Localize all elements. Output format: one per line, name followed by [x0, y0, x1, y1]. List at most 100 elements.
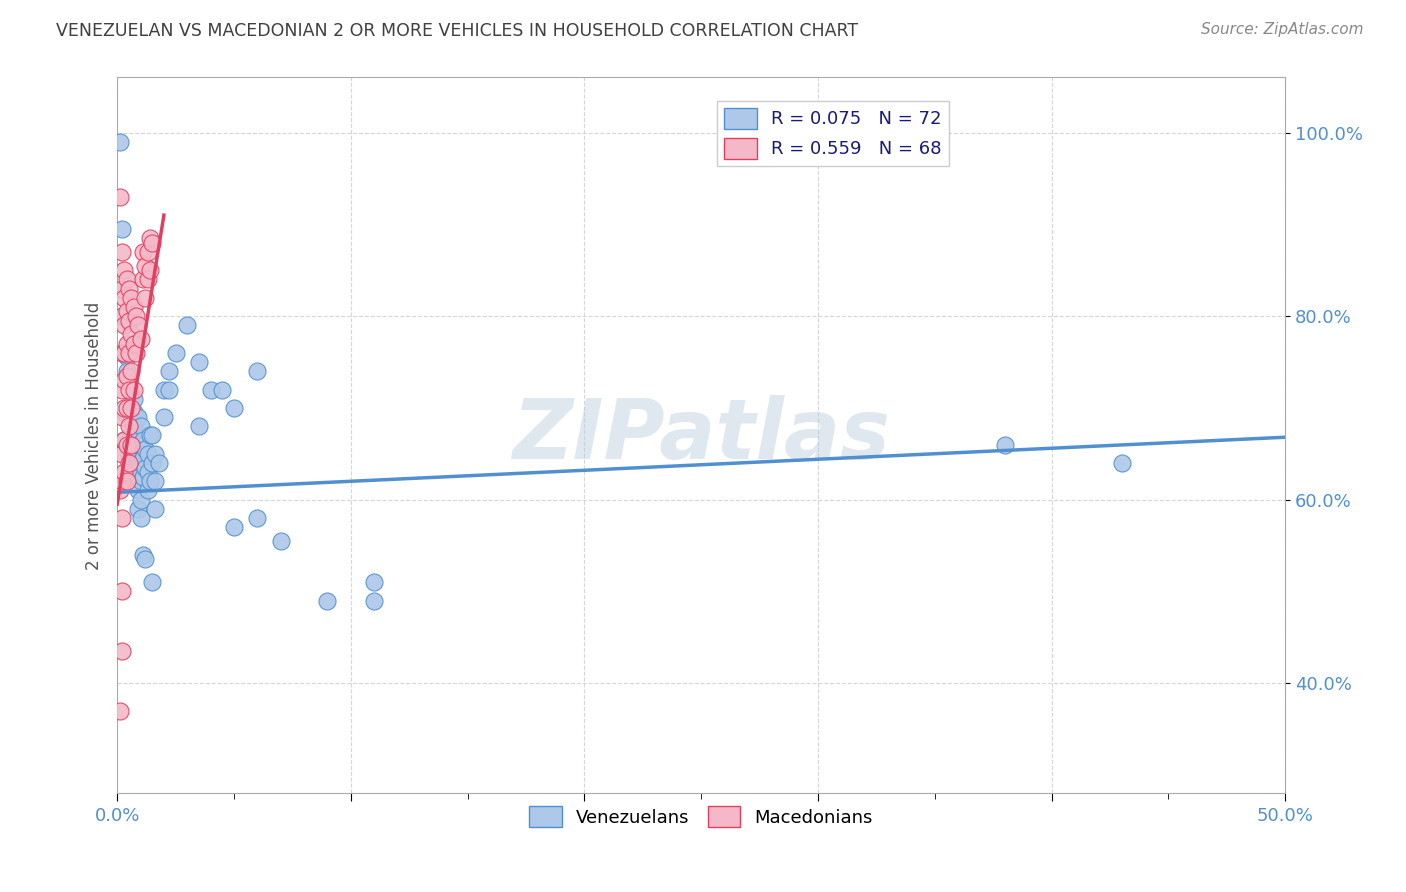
Point: [111, 383, 134, 397]
Point: [176, 318, 198, 333]
Point: [112, 318, 135, 333]
Point: [134, 552, 156, 566]
Point: [118, 419, 141, 434]
Point: [1111, 456, 1133, 470]
Point: [122, 419, 145, 434]
Point: [115, 351, 138, 365]
Point: [125, 346, 148, 360]
Point: [112, 433, 135, 447]
Point: [127, 318, 149, 333]
Point: [111, 410, 134, 425]
Point: [127, 437, 149, 451]
Point: [118, 281, 141, 295]
Point: [127, 469, 149, 483]
Point: [122, 405, 145, 419]
Point: [108, 704, 131, 718]
Point: [108, 483, 131, 498]
Point: [143, 501, 166, 516]
Point: [187, 355, 209, 369]
Point: [136, 447, 159, 461]
Point: [127, 501, 149, 516]
Text: Source: ZipAtlas.com: Source: ZipAtlas.com: [1201, 22, 1364, 37]
Point: [129, 437, 152, 451]
Point: [125, 442, 148, 457]
Point: [118, 405, 141, 419]
Point: [246, 364, 269, 378]
Point: [111, 281, 134, 295]
Point: [122, 336, 145, 351]
Point: [134, 442, 156, 457]
Point: [153, 383, 176, 397]
Point: [129, 475, 152, 489]
Point: [139, 231, 162, 245]
Point: [363, 575, 385, 590]
Point: [111, 584, 134, 599]
Y-axis label: 2 or more Vehicles in Household: 2 or more Vehicles in Household: [86, 301, 103, 569]
Point: [129, 492, 152, 507]
Legend: Venezuelans, Macedonians: Venezuelans, Macedonians: [522, 799, 880, 834]
Point: [112, 433, 135, 447]
Point: [115, 304, 138, 318]
Point: [127, 410, 149, 425]
Point: [157, 364, 180, 378]
Point: [125, 428, 148, 442]
Point: [115, 272, 138, 286]
Point: [132, 451, 155, 466]
Point: [115, 475, 138, 489]
Point: [118, 447, 141, 461]
Point: [165, 346, 187, 360]
Point: [129, 511, 152, 525]
Point: [111, 511, 134, 525]
Point: [132, 548, 155, 562]
Point: [132, 469, 155, 483]
Point: [122, 383, 145, 397]
Point: [125, 410, 148, 425]
Point: [136, 272, 159, 286]
Point: [112, 465, 135, 479]
Point: [127, 483, 149, 498]
Point: [108, 190, 131, 204]
Point: [120, 456, 142, 470]
Point: [139, 263, 162, 277]
Point: [120, 291, 142, 305]
Point: [120, 364, 142, 378]
Point: [157, 383, 180, 397]
Point: [200, 383, 222, 397]
Point: [118, 383, 141, 397]
Point: [143, 447, 166, 461]
Point: [111, 244, 134, 259]
Point: [187, 419, 209, 434]
Point: [129, 332, 152, 346]
Point: [141, 575, 163, 590]
Point: [270, 533, 292, 548]
Point: [112, 401, 135, 415]
Point: [115, 437, 138, 451]
Point: [111, 309, 134, 323]
Point: [153, 410, 176, 425]
Point: [115, 336, 138, 351]
Point: [125, 309, 148, 323]
Point: [120, 415, 142, 429]
Point: [120, 428, 142, 442]
Point: [112, 405, 135, 419]
Point: [115, 401, 138, 415]
Point: [118, 460, 141, 475]
Point: [222, 520, 245, 534]
Point: [112, 263, 135, 277]
Point: [129, 419, 152, 434]
Point: [111, 644, 134, 658]
Point: [141, 235, 163, 250]
Point: [108, 135, 131, 149]
Point: [115, 364, 138, 378]
Point: [120, 469, 142, 483]
Point: [134, 291, 156, 305]
Point: [118, 313, 141, 327]
Point: [136, 483, 159, 498]
Point: [134, 259, 156, 273]
Point: [120, 437, 142, 451]
Point: [139, 428, 162, 442]
Point: [148, 456, 170, 470]
Point: [118, 346, 141, 360]
Point: [129, 456, 152, 470]
Point: [246, 511, 269, 525]
